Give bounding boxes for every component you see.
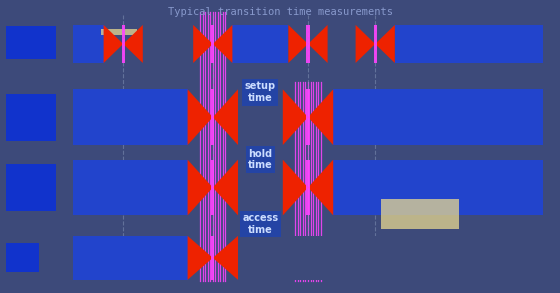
Polygon shape [213, 25, 232, 63]
Polygon shape [328, 25, 356, 63]
Polygon shape [73, 25, 104, 63]
Polygon shape [238, 160, 283, 215]
Polygon shape [283, 160, 308, 215]
Polygon shape [188, 236, 213, 280]
Text: access
time: access time [242, 213, 278, 235]
Polygon shape [104, 25, 123, 63]
FancyBboxPatch shape [6, 164, 56, 211]
Polygon shape [211, 25, 214, 63]
Polygon shape [374, 25, 377, 63]
Polygon shape [306, 160, 310, 215]
FancyBboxPatch shape [6, 26, 56, 59]
Polygon shape [306, 89, 310, 145]
Text: hold
time: hold time [248, 149, 273, 171]
Polygon shape [143, 25, 193, 63]
Polygon shape [308, 89, 333, 145]
FancyBboxPatch shape [381, 199, 459, 229]
Polygon shape [375, 25, 395, 63]
Polygon shape [213, 160, 238, 215]
Polygon shape [211, 89, 214, 145]
FancyBboxPatch shape [101, 29, 137, 35]
Polygon shape [238, 89, 283, 145]
Polygon shape [188, 160, 213, 215]
Polygon shape [211, 236, 214, 280]
Polygon shape [73, 236, 188, 280]
Polygon shape [213, 236, 238, 280]
Polygon shape [213, 89, 238, 145]
Text: setup
time: setup time [245, 81, 276, 103]
Polygon shape [283, 89, 308, 145]
Polygon shape [306, 25, 310, 63]
FancyBboxPatch shape [6, 243, 39, 272]
Polygon shape [333, 89, 543, 145]
Polygon shape [232, 25, 288, 63]
Polygon shape [288, 25, 308, 63]
Polygon shape [122, 25, 125, 63]
Polygon shape [238, 236, 543, 280]
Polygon shape [193, 25, 213, 63]
Polygon shape [73, 160, 188, 215]
Polygon shape [211, 160, 214, 215]
Polygon shape [308, 25, 328, 63]
Polygon shape [308, 160, 333, 215]
FancyBboxPatch shape [6, 94, 56, 141]
Polygon shape [333, 160, 543, 215]
Polygon shape [188, 89, 213, 145]
Polygon shape [73, 89, 188, 145]
Text: Typical transition time measurements: Typical transition time measurements [167, 7, 393, 17]
Polygon shape [123, 25, 143, 63]
Polygon shape [356, 25, 375, 63]
Polygon shape [395, 25, 543, 63]
